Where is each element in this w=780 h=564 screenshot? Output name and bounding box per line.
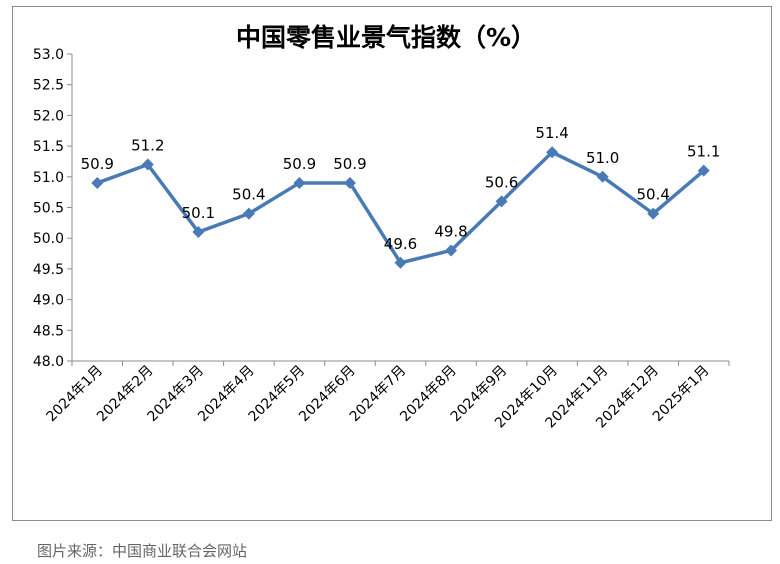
y-axis: 48.0 48.5 49.0 49.5 50.0 50.5 51.0 51.5 52.0 52.5… <box>33 47 73 370</box>
y-tick-label: 52.5 <box>33 78 64 94</box>
x-axis: 2024年1月2024年2月2024年3月2024年4月2024年5月2024年… <box>43 360 730 431</box>
y-tick-label: 49.5 <box>33 262 64 278</box>
data-label: 50.9 <box>283 155 316 173</box>
data-point-marker <box>141 158 154 171</box>
data-point-marker <box>343 176 356 189</box>
data-point-marker <box>91 176 104 189</box>
data-point-marker <box>242 207 255 220</box>
data-point-marker <box>495 195 508 208</box>
data-point-marker <box>394 256 407 269</box>
y-tick-label: 51.0 <box>33 170 64 186</box>
y-tick-label: 53.0 <box>33 47 64 63</box>
data-label: 50.4 <box>232 186 265 204</box>
y-tick-label: 50.5 <box>33 201 64 217</box>
y-tick-label: 49.0 <box>33 293 64 309</box>
y-tick-label: 50.0 <box>33 231 64 247</box>
chart-frame <box>12 6 772 521</box>
y-tick-label: 51.5 <box>33 139 64 155</box>
data-label: 51.2 <box>131 137 164 155</box>
data-label: 51.4 <box>535 124 568 142</box>
data-label: 51.0 <box>586 149 619 167</box>
data-point-marker <box>192 226 205 239</box>
data-point-marker <box>546 146 559 159</box>
data-point-marker <box>293 176 306 189</box>
chart-title: 中国零售业景气指数（%） <box>236 23 536 52</box>
data-label: 50.6 <box>485 173 518 191</box>
data-label: 51.1 <box>687 143 720 161</box>
data-point-marker <box>445 244 458 257</box>
source-caption: 图片来源：中国商业联合会网站 <box>37 542 248 560</box>
y-tick-label: 52.0 <box>33 108 64 124</box>
data-point-marker <box>697 164 710 177</box>
data-label: 49.6 <box>384 235 417 253</box>
data-point-marker <box>647 207 660 220</box>
y-tick-label: 48.0 <box>33 354 64 370</box>
data-label: 49.8 <box>434 222 467 240</box>
data-point-marker <box>596 170 609 183</box>
data-label: 50.9 <box>333 155 366 173</box>
data-label: 50.4 <box>636 186 669 204</box>
data-label: 50.9 <box>81 155 114 173</box>
series-retail-index: 50.9 51.2 50.1 50.4 50.9 50.9 49.6 49.8 50.6 51.4… <box>81 124 720 269</box>
y-tick-label: 48.5 <box>33 323 64 339</box>
data-label: 50.1 <box>182 204 215 222</box>
